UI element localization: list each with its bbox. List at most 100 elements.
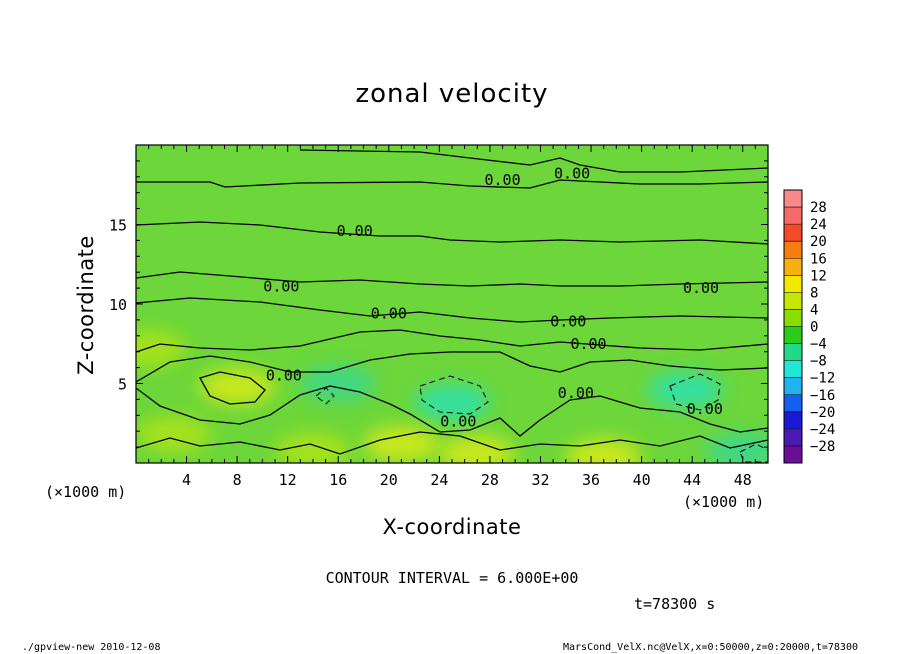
contour-line-negative (419, 375, 489, 415)
colorbar-swatch (784, 343, 802, 361)
x-tick-label: 40 (633, 471, 651, 489)
colorbar-label: −24 (810, 422, 835, 438)
contour-label: 0.00 (570, 335, 606, 353)
y-tick-label: 10 (109, 296, 127, 314)
field-blob (199, 368, 276, 405)
colorbar-swatch (784, 360, 802, 378)
contour-line (136, 297, 768, 323)
colorbar-label: 4 (810, 302, 818, 318)
x-tick-label: 16 (329, 471, 347, 489)
contour-lines (136, 149, 768, 455)
colorbar-label: 0 (810, 320, 818, 336)
contour-line (199, 371, 266, 405)
contour-line-negative (739, 443, 768, 463)
colorbar-label: −16 (810, 388, 835, 404)
field-blob (274, 432, 351, 463)
x-tick-label: 28 (481, 471, 499, 489)
field-blob (647, 371, 724, 408)
x-tick-label: 48 (734, 471, 752, 489)
footer-left: ./gpview-new 2010-12-08 (22, 642, 160, 653)
y-tick-label: 15 (109, 217, 127, 235)
contour-line (136, 385, 768, 437)
contour-label: 0.00 (263, 278, 299, 296)
contour-line (136, 431, 768, 455)
colorbar-label: −12 (810, 371, 835, 387)
x-tick-label: 12 (279, 471, 297, 489)
contour-line (136, 351, 768, 383)
colorbar-swatch (784, 275, 802, 293)
colorbar-label: 28 (810, 200, 827, 216)
colorbar-label: −20 (810, 405, 835, 421)
colorbar-swatch (784, 445, 802, 463)
colorbar-swatch (784, 309, 802, 327)
x-unit-left: (×1000 m) (45, 483, 126, 501)
y-tick-label: 5 (118, 376, 127, 394)
chart-title: zonal velocity (355, 79, 548, 109)
contour-labels: 0.00 0.00 0.00 0.00 0.00 0.00 0.00 0.00 0.00 0.00… (263, 165, 723, 431)
contour-line (136, 271, 768, 287)
colorbar-swatch (784, 258, 802, 276)
colorbar-swatch (784, 411, 802, 429)
contour-label: 0.00 (266, 367, 302, 385)
x-tick-label: 44 (683, 471, 701, 489)
footer-right: MarsCond_VelX.nc@VelX,x=0:50000,z=0:2000… (563, 642, 858, 653)
contour-line (136, 179, 768, 189)
colorbar-label: 20 (810, 234, 827, 250)
contour-line (136, 329, 768, 353)
contour-line-negative (315, 387, 335, 405)
x-tick-label: 8 (233, 471, 242, 489)
contour-label: 0.00 (440, 413, 476, 431)
colorbar-label: 8 (810, 285, 818, 301)
contour-line (136, 221, 768, 245)
field-blob (136, 330, 187, 367)
x-tick-label: 36 (582, 471, 600, 489)
colorbar-swatch (784, 207, 802, 225)
x-tick-label: 20 (380, 471, 398, 489)
contour-label: 0.00 (550, 312, 586, 330)
field-blob (439, 435, 516, 463)
colorbar-label: −28 (810, 439, 835, 455)
x-unit-right: (×1000 m) (683, 493, 764, 511)
colorbar-swatch (784, 224, 802, 242)
colorbar-label: 16 (810, 251, 827, 267)
contour-label: 0.00 (337, 222, 373, 240)
axis-ticks (136, 145, 768, 463)
colorbar-label: 12 (810, 268, 827, 284)
field-blob (300, 365, 377, 402)
contour-label: 0.00 (371, 305, 407, 323)
colorbar-swatch (784, 241, 802, 259)
field-blobs (136, 330, 768, 463)
contour-interval-text: CONTOUR INTERVAL = 6.000E+00 (326, 569, 579, 587)
time-text: t=78300 s (634, 595, 715, 613)
contour-line (299, 149, 768, 173)
contour-label: 0.00 (484, 171, 520, 189)
contour-label: 0.00 (683, 279, 719, 297)
colorbar-label: −4 (810, 337, 827, 353)
colorbar-swatch (784, 190, 802, 208)
colorbar-swatch (784, 292, 802, 310)
x-tick-label: 24 (430, 471, 448, 489)
contour-label: 0.00 (554, 165, 590, 183)
colorbar-label: −8 (810, 354, 827, 370)
contour-lines-dashed (315, 373, 768, 463)
contour-label: 0.00 (687, 400, 723, 418)
x-tick-label: 32 (531, 471, 549, 489)
field-blob (414, 384, 490, 421)
field-blob (363, 425, 440, 462)
contour-label: 0.00 (558, 384, 594, 402)
field-blob (136, 416, 212, 453)
colorbar-swatch (784, 394, 802, 412)
field-blob (565, 438, 642, 463)
colorbar-label: 24 (810, 217, 827, 233)
contour-line-negative (669, 373, 721, 411)
x-axis-label: X-coordinate (383, 515, 522, 539)
field-blob (704, 432, 768, 463)
colorbar-swatch (784, 428, 802, 446)
colorbar-swatch (784, 326, 802, 344)
colorbar-swatch (784, 377, 802, 395)
x-tick-label: 4 (182, 471, 191, 489)
y-axis-label: Z-coordinate (74, 235, 98, 375)
